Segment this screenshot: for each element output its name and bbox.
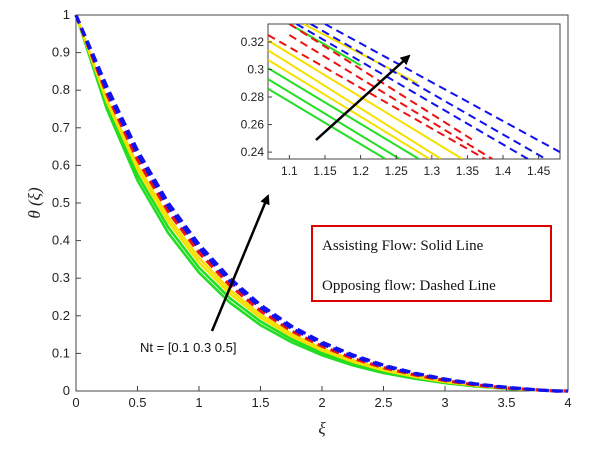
nt-trend-arrow — [210, 194, 270, 332]
inset-y-tick-label: 0.28 — [241, 90, 265, 104]
nt-annotation: Nt = [0.1 0.3 0.5] — [140, 340, 236, 355]
inset-trend-arrow — [315, 54, 411, 141]
x-tick-label: 1 — [195, 395, 202, 410]
x-tick-label: 2 — [318, 395, 325, 410]
x-tick-label: 0.5 — [128, 395, 146, 410]
y-tick-label: 0.2 — [52, 308, 70, 323]
inset-x-tick-label: 1.4 — [495, 164, 512, 178]
x-axis-label: ξ — [318, 419, 326, 438]
y-tick-label: 0.4 — [52, 233, 70, 248]
inset-line-12 — [295, 24, 529, 159]
y-tick-label: 0.8 — [52, 82, 70, 97]
inset-ticks: 1.1 1.15 1.2 1.25 1.3 1.35 1.4 1.45 0.24 0.26 0.28… — [241, 35, 551, 178]
inset-line-11 — [268, 34, 486, 159]
inset-line-13 — [310, 24, 547, 159]
inset-curves — [268, 24, 560, 159]
y-tick-label: 0.3 — [52, 270, 70, 285]
inset-x-tick-label: 1.25 — [385, 164, 409, 178]
inset-line-1 — [268, 87, 387, 159]
inset-y-tick-label: 0.32 — [241, 35, 265, 49]
legend-box — [311, 225, 552, 302]
legend-line-assisting: Assisting Flow: Solid Line — [322, 238, 484, 254]
inset-line-14 — [324, 24, 560, 153]
inset-y-tick-label: 0.26 — [241, 118, 265, 132]
inset-line-2 — [268, 78, 401, 159]
main-curves — [74, 14, 568, 393]
y-tick-label: 0.7 — [52, 120, 70, 135]
inset-line-10 — [288, 34, 493, 159]
inset-x-tick-label: 1.3 — [423, 164, 440, 178]
x-tick-label: 0 — [72, 395, 79, 410]
inset-line-6 — [268, 39, 463, 159]
main-ticks: 0 0.5 1 1.5 2 2.5 3 3.5 4 0 0.1 0.2 0.3 0.4 0.5 0.6 0.7 0… — [52, 7, 572, 410]
y-axis-label: θ (ξ) — [25, 187, 44, 219]
y-tick-label: 0.1 — [52, 345, 70, 360]
x-tick-label: 3.5 — [497, 395, 515, 410]
y-tick-label: 0.6 — [52, 157, 70, 172]
x-tick-label: 3 — [441, 395, 448, 410]
inset-x-tick-label: 1.15 — [313, 164, 337, 178]
x-tick-label: 4 — [564, 395, 571, 410]
series-line-7 — [74, 14, 568, 393]
x-tick-label: 1.5 — [251, 395, 269, 410]
y-tick-label: 0.5 — [52, 195, 70, 210]
inset-y-tick-label: 0.3 — [247, 62, 264, 76]
x-tick-label: 2.5 — [374, 395, 392, 410]
inset-x-tick-label: 1.45 — [527, 164, 551, 178]
inset-line-9 — [288, 24, 476, 142]
y-tick-label: 1 — [63, 7, 70, 22]
inset-x-tick-label: 1.2 — [352, 164, 369, 178]
y-tick-label: 0.9 — [52, 45, 70, 60]
legend-line-opposing: Opposing flow: Dashed Line — [322, 278, 496, 294]
y-tick-label: 0 — [63, 383, 70, 398]
inset-x-tick-label: 1.1 — [281, 164, 298, 178]
inset-y-tick-label: 0.24 — [241, 145, 265, 159]
inset-x-tick-label: 1.35 — [456, 164, 480, 178]
